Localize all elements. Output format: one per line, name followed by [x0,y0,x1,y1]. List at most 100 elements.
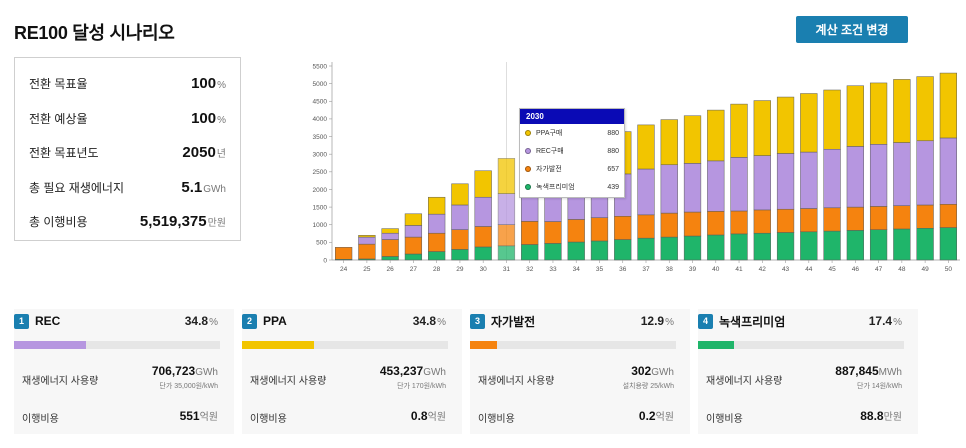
card-percent-value: 17.4 [868,314,893,328]
bar-segment [823,230,841,261]
x-tick-label: 38 [666,266,674,273]
tooltip-value: 439 [607,183,619,191]
bar-segment [869,82,888,145]
bar-segment [637,124,655,170]
summary-row-required-energy: 총 필요 재생에너지 5.1GWh [29,168,226,203]
unit-price: 단가 35,000원/kWh [159,383,218,390]
x-tick-label: 25 [363,266,371,273]
tooltip-value: 880 [607,147,619,155]
bar-segment [776,232,795,261]
cost-number: 88.8 [860,409,884,423]
bar-segment [335,247,353,260]
card-rec: 1 REC 34.8% 재생에너지 사용량 706,723GWh 단가 35,0… [14,309,234,434]
bar-segment [474,226,492,248]
usage-label: 재생에너지 사용량 [478,376,555,387]
bar-segment [730,210,748,235]
bar-segment [939,204,957,228]
card-percent-unit: % [665,317,674,328]
bar-segment [381,256,399,261]
bar-segment [730,233,748,261]
y-tick-label: 4500 [313,99,328,106]
bar-segment [404,225,423,238]
bar-segment [567,241,585,261]
x-tick-label: 50 [945,266,953,273]
bar-segment [846,146,864,208]
bar-segment [474,246,492,261]
bar-segment [567,219,585,243]
bar-segment [451,229,469,250]
tooltip-row-ppa: PPA구매 880 [520,124,624,142]
bar-segment [381,228,399,234]
bar-segment [404,213,423,226]
bar-segment [660,212,678,238]
bar-segment [637,237,655,261]
summary-label: 총 이행비용 [29,215,88,229]
summary-value: 2050 [182,144,216,161]
bar-segment [404,253,423,261]
bar-segment [451,183,469,206]
bar-segment [893,79,911,143]
summary-label: 총 필요 재생에너지 [29,180,124,195]
recalculate-button[interactable]: 계산 조건 변경 [796,16,908,43]
cost-label: 이행비용 [478,414,515,425]
x-tick-label: 29 [456,266,464,273]
card-header: 4 녹색프리미엄 17.4% [698,310,918,332]
bar-segment [707,234,725,261]
cost-number: 551 [179,409,200,423]
card-percent-unit: % [437,317,446,328]
stacked-bar-chart: 0 500 1000 1500 2000 2500 3000 3500 4000 4500 5000… [292,58,964,278]
bar-segment [776,96,795,154]
cost-label: 이행비용 [22,414,59,425]
card-title: REC [35,314,61,328]
summary-label: 전환 목표년도 [29,146,99,160]
bar-segment [404,236,423,255]
unit-price: 단가 14원/kWh [857,383,902,390]
card-title: PPA [263,314,287,328]
card-header: 1 REC 34.8% [14,310,234,332]
bar-segment [846,85,864,147]
summary-value: 5.1 [181,178,203,196]
summary-row-expected-rate: 전환 예상율 100% [29,99,226,134]
tooltip-label: 자가발전 [536,166,562,173]
bar-segment [614,239,632,261]
usage-unit: GWh [195,367,218,378]
bar-segment [776,208,795,233]
bar-segment [730,103,748,158]
bar-segment [497,193,516,225]
tooltip-value: 657 [607,165,619,173]
cost-number: 0.8 [410,409,428,423]
usage-value: 302GWh [631,364,674,378]
y-tick-label: 5000 [313,81,328,88]
bar-segment [846,206,864,231]
y-tick-label: 3000 [313,151,328,158]
tooltip-title: 2030 [520,109,624,124]
bar-segment [800,151,818,209]
tooltip-label: PPA구매 [536,130,563,137]
bar-segment [939,72,957,139]
y-tick-label: 3500 [313,134,328,141]
share-bar-fill [470,341,497,349]
x-tick-label: 39 [689,266,697,273]
bar-segment [916,140,934,206]
usage-number: 887,845 [835,364,879,378]
share-bar-fill [242,341,314,349]
bar-segment [707,160,725,212]
bar-segment [893,142,911,206]
summary-row-total-cost: 총 이행비용 5,519,375만원 [29,202,226,237]
usage-number: 453,237 [379,364,424,378]
usage-unit: MWh [878,367,902,378]
card-number-badge: 3 [470,313,485,329]
usage-value: 453,237GWh [380,364,446,378]
cost-value: 88.8만원 [860,408,902,423]
share-bar-fill [14,341,86,349]
bar-segment [358,235,376,238]
share-bar-fill [698,341,734,349]
bar-segment [800,208,818,233]
bar-segment [590,240,609,261]
y-tick-label: 4000 [313,116,328,123]
legend-dot-icon [525,148,531,154]
bar-segment [637,214,655,239]
bar-segment [358,243,376,260]
x-tick-label: 43 [782,266,790,273]
bar-segment [707,211,725,236]
